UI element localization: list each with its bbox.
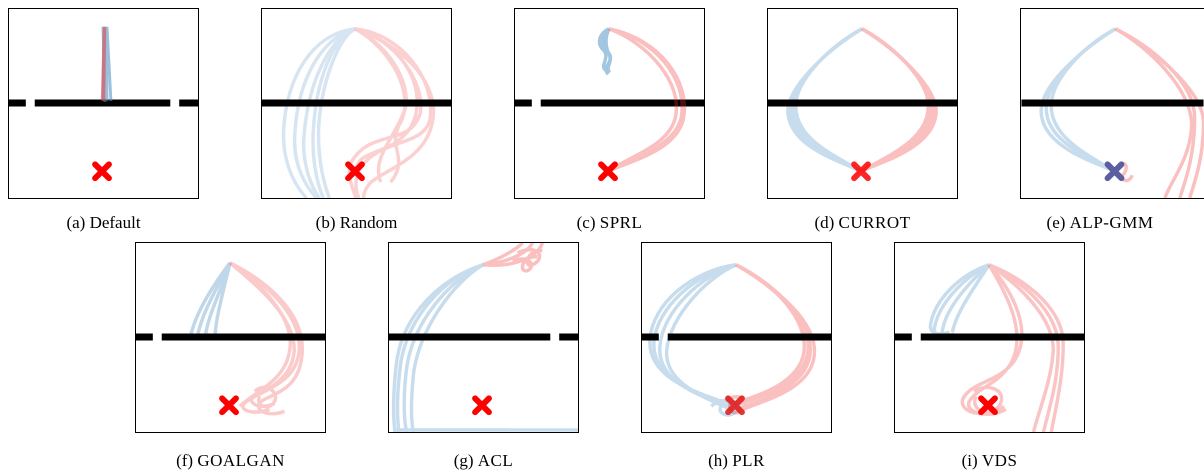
caption-e-label: (e) [1046, 213, 1066, 232]
caption-h-method: PLR [732, 451, 765, 470]
goal-x-marker [725, 395, 745, 416]
panel-c-plot [515, 27, 704, 182]
goal-x-marker [1104, 161, 1125, 182]
red-trajectories [960, 263, 1065, 432]
panel-e-plot [1021, 27, 1204, 198]
panel-i [894, 242, 1085, 433]
panel-b [261, 8, 452, 199]
goal-x-marker [598, 161, 618, 182]
blue-trajectories [188, 261, 232, 338]
caption-f-method: GOALGAN [197, 451, 285, 470]
red-trajectories [724, 263, 817, 415]
caption-a-label: (a) [66, 213, 86, 232]
caption-f-label: (f) [176, 451, 194, 470]
caption-e: (e) ALP-GMM [1000, 213, 1200, 233]
panel-c [514, 8, 705, 199]
blue-trajectories [391, 263, 578, 432]
panel-a-plot [9, 26, 198, 182]
caption-b-method: Random [339, 213, 398, 232]
caption-c: (c) SPRL [514, 213, 705, 233]
panel-i-plot [895, 263, 1084, 432]
caption-c-label: (c) [576, 213, 596, 232]
red-trajectories [482, 243, 545, 273]
caption-b: (b) Random [261, 213, 452, 233]
goal-x-marker [219, 395, 239, 416]
goal-x-marker [851, 161, 871, 182]
goal-x-marker [92, 161, 112, 182]
caption-c-method: SPRL [599, 213, 643, 232]
caption-a-method: Default [89, 213, 141, 232]
caption-i: (i) VDS [894, 451, 1085, 471]
caption-g-method: ACL [477, 451, 514, 470]
panel-b-plot [262, 27, 451, 198]
caption-d-method: CURROT [838, 213, 911, 232]
panel-h [641, 242, 832, 433]
goal-x-marker [345, 161, 365, 182]
caption-b-label: (b) [315, 213, 336, 232]
red-trajectories [860, 27, 938, 173]
caption-g: (g) ACL [388, 451, 579, 471]
panel-h-plot [642, 263, 831, 417]
caption-g-label: (g) [453, 451, 474, 470]
caption-d-label: (d) [814, 213, 835, 232]
red-trajectories [347, 27, 436, 198]
panel-d [767, 8, 958, 199]
goal-x-marker [472, 395, 492, 416]
red-trajectories [1112, 27, 1204, 198]
red-trajectories [228, 261, 304, 416]
goal-x-marker [978, 395, 998, 416]
caption-d: (d) CURROT [767, 213, 958, 233]
caption-i-method: VDS [981, 451, 1018, 470]
caption-h: (h) PLR [641, 451, 832, 471]
blue-trajectories [928, 263, 991, 340]
panel-g [388, 242, 579, 433]
red-trajectories [607, 27, 687, 173]
panel-f-plot [136, 261, 325, 416]
panel-d-plot [768, 27, 957, 182]
panel-g-plot [389, 243, 578, 432]
red-trajectories [100, 26, 107, 102]
panel-e [1020, 8, 1204, 199]
caption-a: (a) Default [8, 213, 199, 233]
caption-i-label: (i) [961, 451, 978, 470]
panel-f [135, 242, 326, 433]
caption-f: (f) GOALGAN [135, 451, 326, 471]
panel-a [8, 8, 199, 199]
blue-trajectories [597, 27, 613, 76]
caption-h-label: (h) [708, 451, 728, 470]
blue-trajectories [281, 27, 356, 198]
caption-e-method: ALP-GMM [1069, 213, 1154, 232]
